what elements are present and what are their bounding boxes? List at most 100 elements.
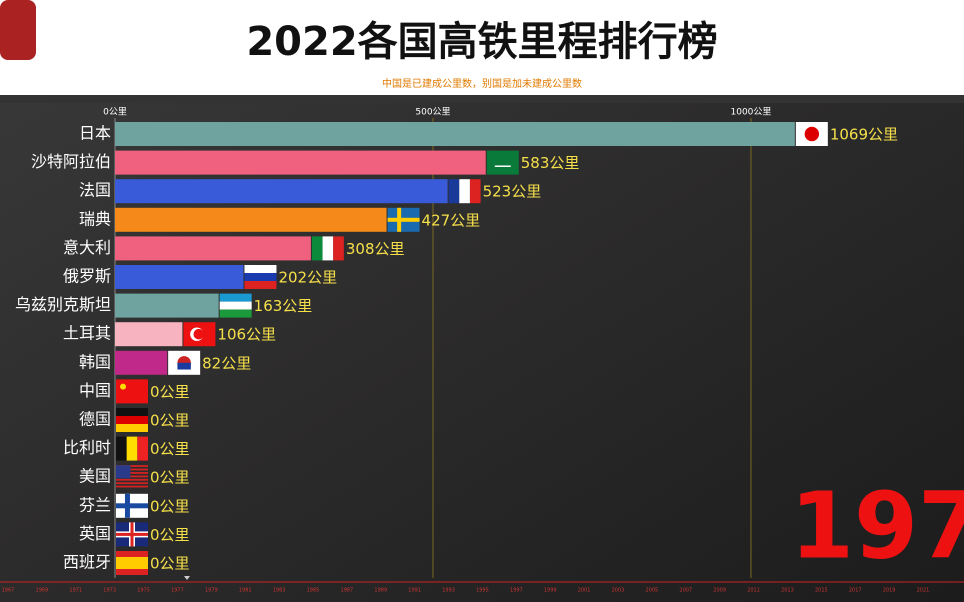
- flag: [795, 122, 828, 146]
- x-tick-label: 500公里: [415, 107, 450, 118]
- timeline-label: 1999: [544, 588, 557, 594]
- x-tick-label: 1000公里: [731, 107, 772, 118]
- timeline-label: 1995: [476, 588, 489, 594]
- y-tick-label: 日本: [79, 124, 111, 143]
- flag-part: [116, 379, 148, 404]
- flag: [116, 522, 148, 547]
- y-tick-label: 韩国: [79, 352, 111, 371]
- flag-part: [137, 436, 148, 461]
- flag-part: [494, 165, 511, 167]
- value-label: 308公里: [346, 240, 405, 258]
- y-tick-label: 沙特阿拉伯: [31, 152, 111, 171]
- timeline-label: 2019: [883, 588, 896, 594]
- timeline-label: 2007: [679, 588, 692, 594]
- y-tick-label: 瑞典: [79, 209, 111, 228]
- y-tick-label: 西班牙: [63, 553, 111, 572]
- flag-part: [311, 236, 323, 261]
- value-label: 0公里: [150, 412, 190, 430]
- value-label: 106公里: [217, 326, 276, 344]
- timeline-label: 1989: [374, 588, 387, 594]
- year-label: 1977: [790, 472, 964, 579]
- chart-title: 2022各国高铁里程排行榜: [246, 19, 717, 65]
- flag-part: [116, 557, 148, 569]
- timeline-label: 1991: [408, 588, 421, 594]
- flag: [219, 293, 252, 318]
- timeline-label: 2021: [917, 588, 930, 594]
- bar: [115, 293, 219, 318]
- bar: [115, 265, 244, 289]
- flag-part: [459, 179, 470, 204]
- flag: [387, 207, 420, 232]
- flag: [116, 379, 148, 404]
- value-label: 583公里: [521, 154, 580, 172]
- value-label: 0公里: [150, 526, 190, 544]
- bar: [115, 150, 486, 175]
- timeline-label: 1969: [36, 588, 49, 594]
- bar: [115, 350, 168, 375]
- flag-part: [116, 482, 148, 485]
- flag-part: [116, 472, 148, 474]
- timeline-label: 2015: [815, 588, 828, 594]
- subtitle: 中国是已建成公里数，别国是加未建成公里数: [382, 77, 582, 90]
- flag-part: [804, 126, 820, 142]
- header-band: [0, 0, 964, 95]
- flag-part: [469, 179, 481, 204]
- value-label: 0公里: [150, 383, 190, 401]
- flag-part: [120, 383, 127, 390]
- timeline-label: 1987: [341, 588, 354, 594]
- timeline-label: 2011: [747, 588, 760, 594]
- value-label: 163公里: [254, 297, 313, 315]
- timeline-label: 1975: [137, 588, 150, 594]
- timeline-label: 2017: [849, 588, 862, 594]
- flag-part: [116, 503, 148, 509]
- timeline-label: 2013: [781, 588, 794, 594]
- flag-part: [387, 217, 420, 222]
- flag-part: [244, 273, 277, 281]
- flag: [116, 465, 148, 488]
- timeline-pointer: [184, 576, 190, 580]
- flag: [486, 150, 519, 175]
- value-label: 0公里: [150, 469, 190, 487]
- flag-part: [333, 236, 344, 261]
- bar: [115, 236, 311, 261]
- timeline-label: 1997: [510, 588, 523, 594]
- y-tick-label: 土耳其: [63, 324, 111, 343]
- value-label: 0公里: [150, 440, 190, 458]
- bar: [115, 122, 795, 146]
- flag-part: [116, 478, 148, 481]
- timeline-label: 2005: [646, 588, 659, 594]
- flag-part: [116, 532, 148, 536]
- bar: [115, 322, 183, 347]
- flag: [183, 322, 216, 347]
- y-tick-label: 俄罗斯: [63, 267, 111, 286]
- flag: [116, 408, 148, 432]
- flag-part: [193, 328, 205, 340]
- flag: [116, 551, 148, 575]
- y-tick-label: 意大利: [63, 238, 111, 257]
- y-tick-label: 法国: [79, 181, 111, 200]
- y-tick-label: 芬兰: [79, 495, 111, 514]
- value-label: 427公里: [422, 211, 481, 229]
- flag-part: [219, 293, 252, 302]
- flag-part: [116, 424, 148, 432]
- flag-part: [244, 265, 277, 273]
- flag-part: [116, 468, 148, 471]
- flag: [116, 436, 148, 461]
- flag: [116, 493, 148, 518]
- y-tick-label: 乌兹别克斯坦: [15, 295, 111, 314]
- timeline-label: 2001: [578, 588, 591, 594]
- timeline-label: 1979: [205, 588, 218, 594]
- bar: [115, 179, 448, 204]
- y-tick-label: 比利时: [63, 438, 111, 457]
- divider: [0, 95, 964, 103]
- flag-part: [244, 281, 277, 289]
- flag-part: [126, 436, 138, 461]
- flag-part: [116, 475, 148, 478]
- y-tick-label: 美国: [79, 467, 111, 486]
- value-label: 202公里: [278, 269, 337, 287]
- flag: [168, 350, 201, 375]
- flag-part: [116, 485, 148, 488]
- flag-part: [322, 236, 334, 261]
- flag: [311, 236, 344, 261]
- flag-part: [219, 301, 252, 310]
